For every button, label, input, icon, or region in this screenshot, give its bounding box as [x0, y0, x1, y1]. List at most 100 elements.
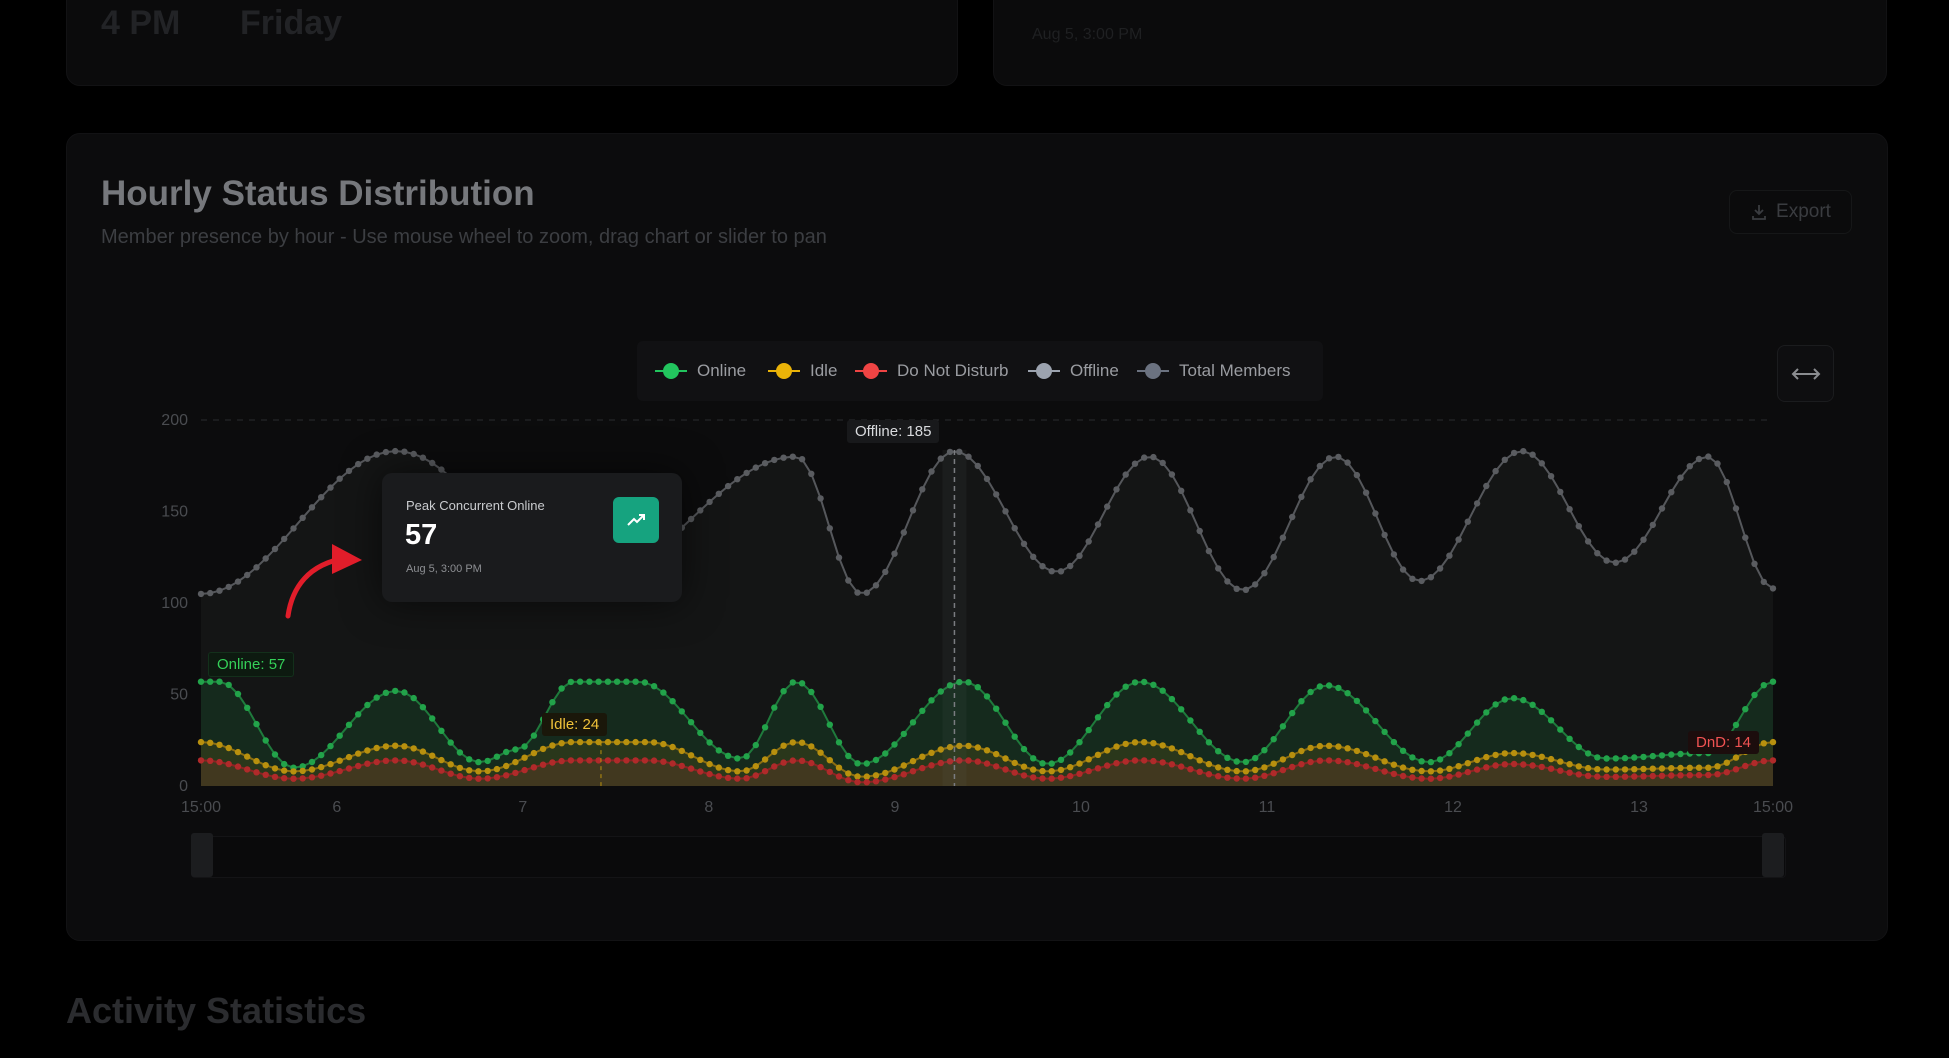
peak-label: Peak Concurrent Online: [406, 498, 545, 513]
data-point: [281, 775, 288, 782]
legend-item-total[interactable]: Total Members: [1137, 361, 1290, 381]
data-point: [724, 766, 732, 774]
legend-item-online[interactable]: Online: [655, 361, 746, 381]
horizontal-arrows-icon: [1791, 367, 1820, 380]
data-point: [1705, 771, 1712, 779]
data-point: [1372, 754, 1379, 761]
data-point: [1575, 523, 1583, 530]
data-point: [660, 689, 667, 696]
data-point: [1057, 766, 1065, 774]
data-point: [1473, 719, 1481, 726]
data-point: [503, 748, 510, 756]
data-point: [225, 681, 232, 689]
data-point: [1492, 751, 1499, 759]
data-point: [484, 775, 491, 782]
data-point: [1649, 765, 1657, 772]
data-point: [817, 703, 824, 710]
data-point: [1418, 758, 1425, 765]
data-point: [558, 685, 565, 692]
data-point: [706, 770, 713, 778]
data-point: [669, 698, 676, 705]
data-point: [567, 678, 575, 686]
zoom-slider[interactable]: [191, 836, 1786, 878]
panel-subtitle: Member presence by hour - Use mouse whee…: [101, 226, 827, 248]
data-point: [835, 773, 843, 780]
data-point: [715, 764, 722, 771]
data-point: [244, 753, 251, 760]
data-point: [1252, 766, 1259, 774]
data-point: [1520, 761, 1527, 768]
data-point: [336, 757, 343, 764]
pan-toggle-button[interactable]: [1777, 345, 1834, 402]
data-point: [262, 762, 269, 769]
data-point: [734, 755, 741, 762]
peak-hour-value: 4 PM: [101, 4, 181, 42]
data-point: [678, 708, 685, 715]
data-point: [410, 759, 417, 766]
export-button[interactable]: Export: [1729, 190, 1852, 234]
data-point: [937, 455, 944, 462]
data-point: [965, 453, 972, 460]
legend-label: Total Members: [1179, 361, 1291, 380]
data-point: [845, 752, 852, 760]
data-point: [1446, 773, 1453, 780]
data-point: [687, 719, 695, 726]
data-point: [1159, 759, 1166, 766]
data-point: [1113, 760, 1120, 767]
data-point: [1067, 764, 1074, 771]
data-point: [1076, 552, 1083, 559]
data-point: [789, 757, 796, 764]
data-point: [530, 732, 538, 739]
data-point: [1279, 534, 1287, 541]
data-point: [965, 757, 972, 764]
data-point: [891, 550, 898, 557]
data-point: [216, 741, 223, 748]
data-point: [1695, 455, 1703, 463]
data-point: [567, 757, 575, 764]
data-point: [1566, 506, 1573, 513]
data-point: [1668, 772, 1675, 779]
data-point: [771, 704, 778, 711]
data-point: [299, 514, 306, 521]
slider-handle-right[interactable]: [1762, 833, 1784, 877]
data-point: [937, 688, 944, 695]
data-point: [808, 688, 815, 696]
data-point: [1187, 507, 1194, 514]
data-point: [438, 727, 445, 734]
data-point: [271, 773, 279, 781]
data-point: [798, 739, 806, 746]
data-point: [1631, 548, 1638, 555]
data-point: [1141, 678, 1148, 686]
data-point: [771, 763, 778, 770]
data-point: [1187, 766, 1194, 773]
data-point: [650, 757, 658, 764]
legend-item-offline[interactable]: Offline: [1028, 361, 1119, 381]
data-point: [1594, 550, 1601, 557]
data-point: [1390, 738, 1398, 746]
data-point: [558, 757, 565, 765]
data-point: [863, 773, 870, 780]
legend-item-dnd[interactable]: Do Not Disturb: [855, 361, 1008, 381]
data-point: [1436, 774, 1444, 782]
data-point: [225, 760, 232, 768]
data-point: [1723, 769, 1731, 776]
data-point: [281, 760, 288, 768]
data-point: [835, 739, 843, 746]
data-point: [845, 770, 852, 777]
data-point: [1409, 754, 1416, 761]
data-point: [567, 738, 575, 746]
legend-item-idle[interactable]: Idle: [768, 361, 837, 381]
data-point: [1002, 719, 1009, 726]
data-point: [1732, 721, 1740, 729]
data-point: [456, 764, 464, 772]
data-point: [1584, 750, 1592, 757]
data-point: [1446, 765, 1453, 772]
data-point: [965, 679, 972, 686]
slider-handle-left[interactable]: [191, 833, 213, 877]
peak-day-value: Friday: [240, 4, 343, 42]
data-point: [1122, 683, 1129, 690]
data-point: [308, 766, 316, 773]
data-point: [1344, 745, 1351, 752]
data-point: [891, 741, 898, 748]
